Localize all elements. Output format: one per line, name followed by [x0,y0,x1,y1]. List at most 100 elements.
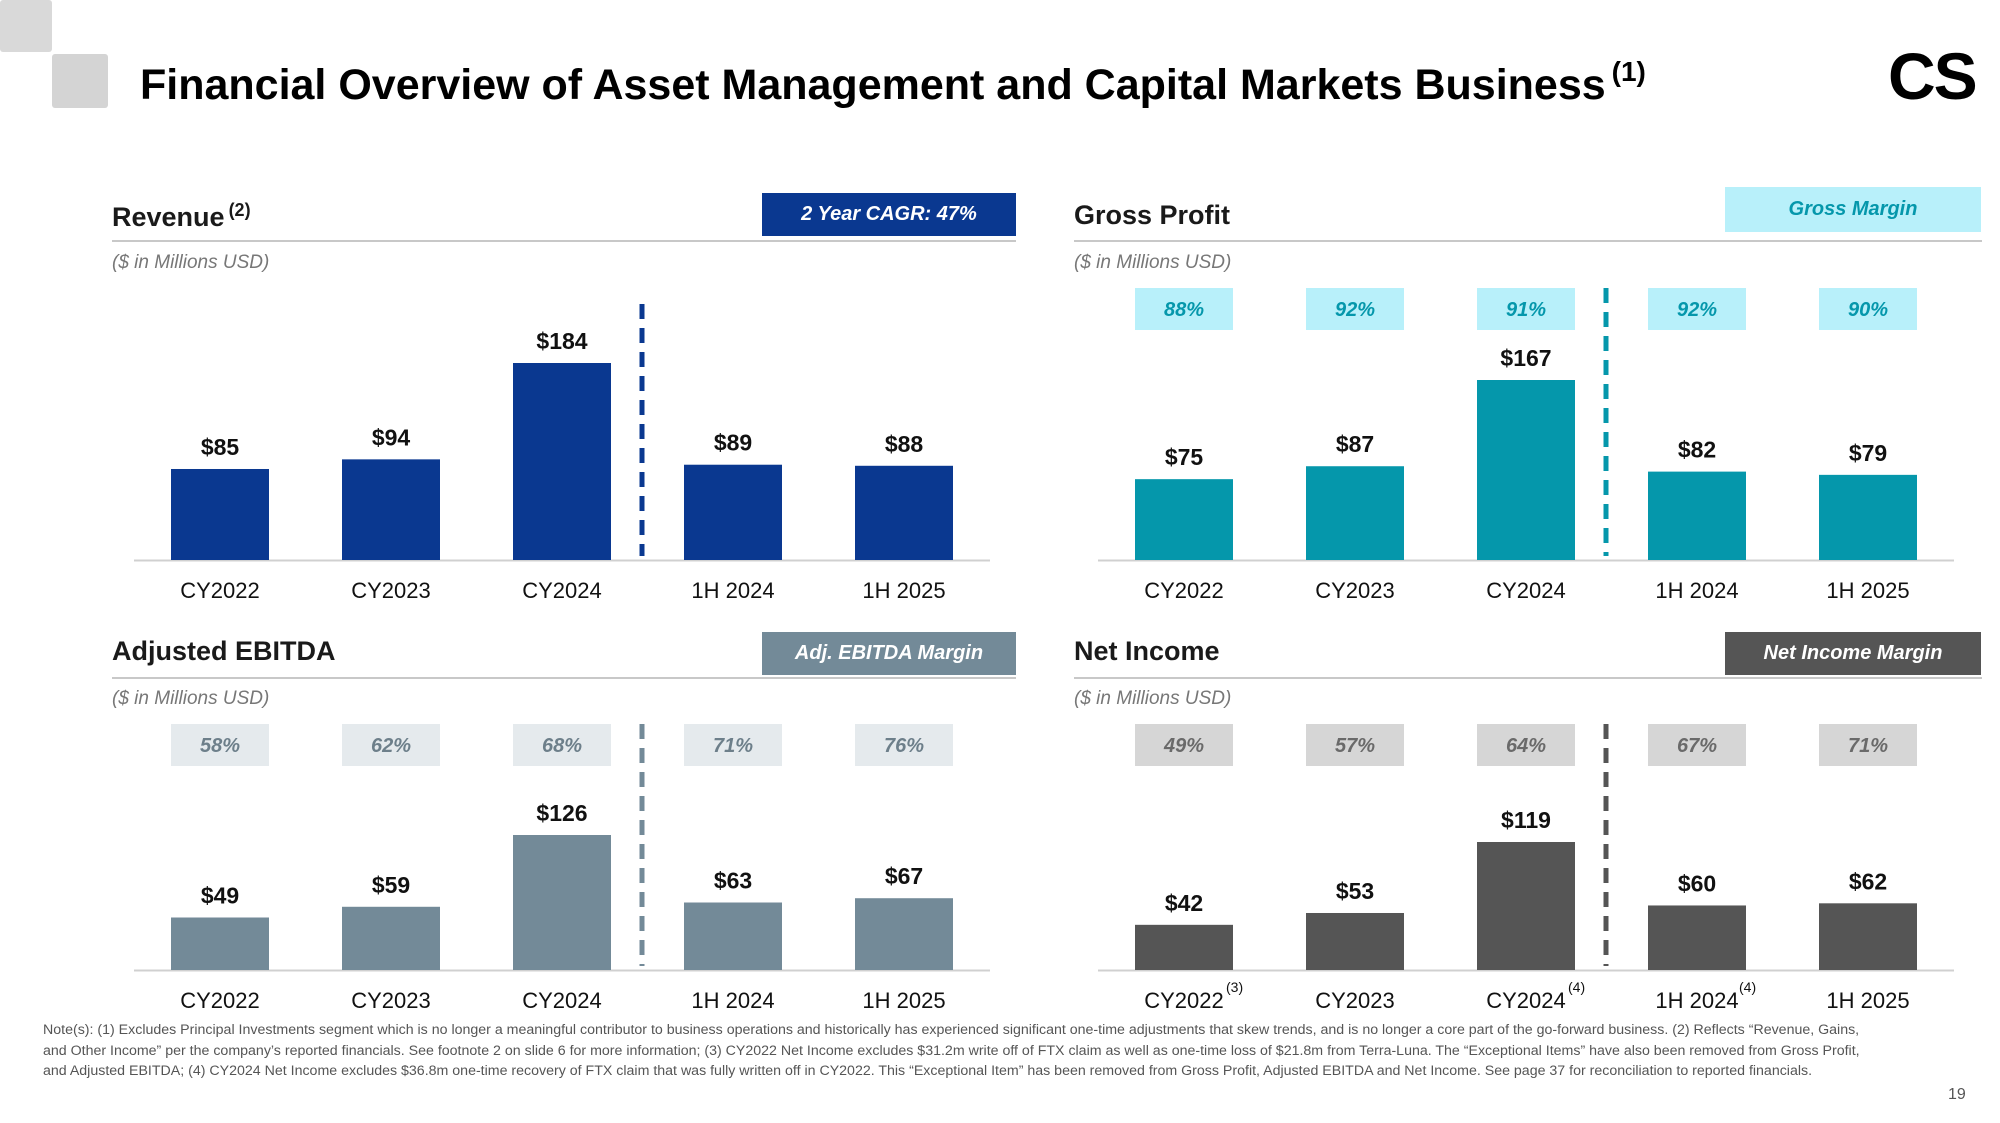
category-label-net_income-1: CY2023 [1315,988,1395,1013]
net-income-chart: $42 CY2022(3) 49% $53 CY2023 57% $119 CY2024(4)… [1098,724,1954,1013]
value-label-net_income-0: $42 [1165,890,1203,916]
gross-profit-title: Gross Profit [1074,200,1231,230]
value-label-net_income-4: $62 [1849,868,1887,894]
bar-revenue-0 [171,468,269,560]
page-number: 19 [1948,1086,1966,1103]
margin-badge-ebitda-1 [342,724,440,766]
ebitda-title: Adjusted EBITDA [112,636,336,666]
margin-label-net_income-4: 71% [1848,735,1888,757]
margin-label-gross_profit-2: 91% [1506,299,1546,321]
ebitda-title-rule [112,677,1016,679]
category-label-ebitda-2: CY2024 [522,988,602,1013]
margin-label-gross_profit-3: 92% [1677,299,1717,321]
margin-badge-net_income-0 [1135,724,1233,766]
category-label-revenue-3: 1H 2024 [691,578,774,603]
bar-net_income-3 [1648,905,1746,970]
category-label-net_income-0: CY2022 [1144,988,1224,1013]
value-label-revenue-0: $85 [201,434,240,460]
revenue-chart: $85 CY2022 $94 CY2023 $184 CY2024 $89 1H 2024 $8… [134,304,990,603]
margin-label-net_income-1: 57% [1335,735,1375,757]
margin-badge-gross_profit-4 [1819,288,1917,330]
category-label-gross_profit-2: CY2024 [1486,578,1566,603]
bar-net_income-2 [1477,842,1575,970]
value-label-gross_profit-2: $167 [1500,345,1551,371]
bar-revenue-4 [855,465,953,560]
revenue-footnote-ref: (2) [228,200,251,220]
margin-badge-net_income-3 [1648,724,1746,766]
ebitda-units: ($ in Millions USD) [112,688,270,709]
value-label-revenue-1: $94 [372,424,411,450]
margin-label-ebitda-4: 76% [884,735,924,757]
category-label-net_income-2: CY2024 [1486,988,1566,1013]
margin-badge-gross_profit-1 [1306,288,1404,330]
bar-net_income-0 [1135,924,1233,970]
margin-label-ebitda-1: 62% [371,735,411,757]
value-label-gross_profit-4: $79 [1849,440,1887,466]
page-title: Financial Overview of Asset Management a… [140,56,1646,109]
revenue-units: ($ in Millions USD) [112,252,270,273]
gross-profit-chart: $75 CY2022 88% $87 CY2023 92% $167 CY2024 91% $82… [1098,288,1954,603]
revenue-cagr-badge: 2 Year CAGR: 47% [762,193,1016,236]
bar-revenue-2 [513,363,611,560]
revenue-title: Revenue (2) [112,200,251,232]
value-label-ebitda-4: $67 [885,863,923,889]
margin-label-net_income-0: 49% [1163,735,1204,757]
bar-revenue-1 [342,459,440,560]
category-label-net_income-4: 1H 2025 [1826,988,1909,1013]
value-label-ebitda-3: $63 [714,868,752,894]
bar-gross_profit-0 [1135,479,1233,560]
category-label-gross_profit-1: CY2023 [1315,578,1395,603]
category-label-gross_profit-0: CY2022 [1144,578,1224,603]
brand-logo-text: CS [1888,39,1978,113]
bar-gross_profit-1 [1306,466,1404,560]
margin-badge-net_income-2 [1477,724,1575,766]
gross-profit-units: ($ in Millions USD) [1074,252,1232,273]
bar-ebitda-0 [171,917,269,970]
category-label-revenue-4: 1H 2025 [862,578,945,603]
value-label-ebitda-2: $126 [536,800,587,826]
margin-badge-net_income-4 [1819,724,1917,766]
category-label-revenue-2: CY2024 [522,578,602,603]
category-label-ebitda-1: CY2023 [351,988,431,1013]
gross-profit-title-rule [1074,240,1982,242]
bar-ebitda-4 [855,898,953,970]
bar-revenue-3 [684,464,782,560]
margin-badge-ebitda-2 [513,724,611,766]
gross-margin-badge: Gross Margin [1725,187,1981,232]
value-label-net_income-1: $53 [1336,878,1374,904]
value-label-gross_profit-0: $75 [1165,444,1204,470]
margin-label-gross_profit-1: 92% [1335,299,1375,321]
category-note-net_income-0: (3) [1226,979,1243,995]
category-label-ebitda-4: 1H 2025 [862,988,945,1013]
bar-ebitda-1 [342,906,440,970]
ebitda-margin-badge: Adj. EBITDA Margin [762,632,1016,675]
category-label-net_income-3: 1H 2024 [1655,988,1738,1013]
value-label-ebitda-0: $49 [201,883,239,909]
category-label-gross_profit-4: 1H 2025 [1826,578,1909,603]
category-label-revenue-1: CY2023 [351,578,431,603]
margin-badge-gross_profit-2 [1477,288,1575,330]
logo-square-top [0,0,52,52]
value-label-net_income-2: $119 [1501,807,1551,833]
logo-square-bottom [52,54,108,108]
margin-label-net_income-3: 67% [1677,735,1717,757]
value-label-gross_profit-3: $82 [1678,437,1716,463]
category-label-gross_profit-3: 1H 2024 [1655,578,1738,603]
net-income-title: Net Income [1074,636,1220,666]
margin-badge-ebitda-4 [855,724,953,766]
footnote: Note(s): (1) Excludes Principal Investme… [43,1022,1860,1079]
value-label-revenue-3: $89 [714,430,752,456]
bar-gross_profit-3 [1648,471,1746,560]
category-note-net_income-2: (4) [1568,979,1585,995]
value-label-ebitda-1: $59 [372,872,410,898]
title-footnote-ref: (1) [1611,56,1646,87]
net-income-title-rule [1074,677,1982,679]
margin-label-ebitda-3: 71% [713,735,753,757]
bar-net_income-4 [1819,903,1917,970]
margin-label-net_income-2: 64% [1506,735,1546,757]
category-label-ebitda-0: CY2022 [180,988,260,1013]
margin-badge-ebitda-3 [684,724,782,766]
bar-gross_profit-2 [1477,380,1575,560]
value-label-revenue-2: $184 [536,328,587,354]
bar-gross_profit-4 [1819,474,1917,560]
